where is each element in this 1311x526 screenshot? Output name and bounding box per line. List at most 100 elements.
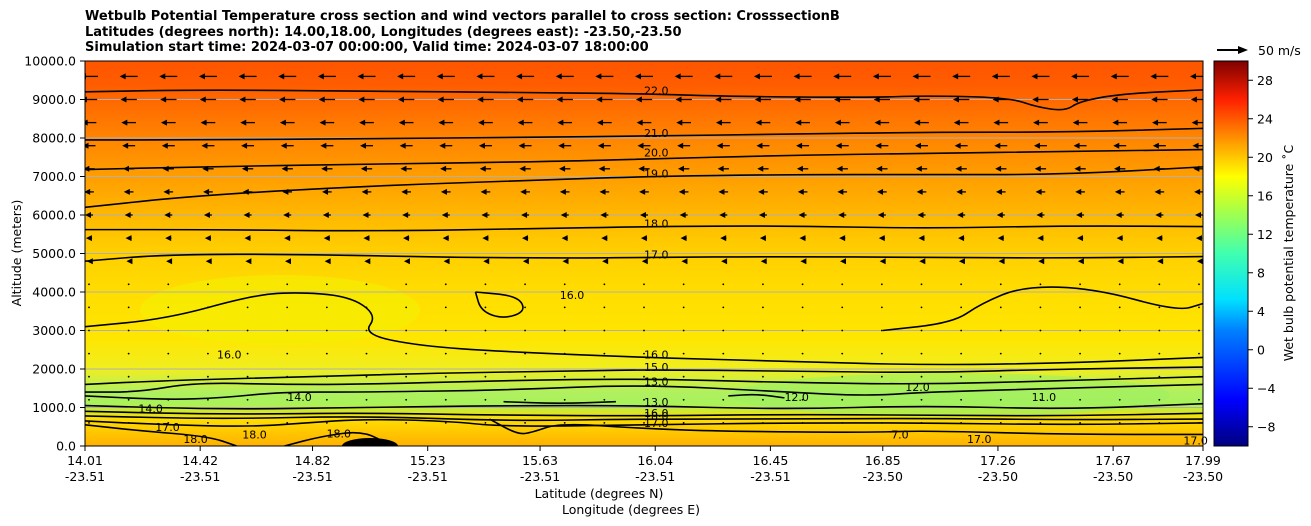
wind-vector-dot (246, 422, 249, 424)
wind-vector-head (958, 235, 965, 242)
wind-vector-head (1190, 96, 1197, 103)
contour-label: 16.0 (644, 407, 669, 420)
x-tick-label-lon: -23.51 (408, 469, 448, 484)
wind-vector-dot (643, 398, 645, 401)
wind-vector-dot (880, 375, 883, 378)
wind-vector-head (519, 165, 526, 172)
wind-vector-dot (1198, 306, 1200, 309)
wind-vector-dot (801, 306, 804, 309)
wind-vector-dot (286, 329, 289, 332)
colorbar-tick-label: 12 (1257, 227, 1273, 242)
wind-vector-head (279, 96, 286, 103)
wind-vector-head (478, 119, 485, 126)
wind-vector-dot (484, 283, 487, 286)
wind-vector-dot (246, 283, 249, 286)
wind-vector-head (241, 142, 248, 149)
wind-vector-dot (563, 422, 566, 424)
wind-vector-head (836, 165, 843, 172)
wind-vector-dot (682, 422, 685, 424)
wind-vector-dot (999, 375, 1002, 378)
wind-vector-head (239, 96, 246, 103)
y-tick-label: 10000.0 (24, 54, 76, 69)
wind-vector-head (1110, 73, 1117, 80)
wind-vector-dot (1198, 398, 1200, 401)
wind-vector-dot (880, 398, 883, 401)
wind-vector-dot (682, 306, 685, 309)
contour-line (85, 225, 1203, 232)
wind-vector-dot (325, 283, 328, 286)
wind-vector-dot (1079, 375, 1081, 378)
wind-vector-dot (127, 283, 130, 286)
wind-vector-dot (405, 283, 408, 286)
wind-vector-dot (643, 352, 645, 355)
wind-vector-head (476, 73, 483, 80)
wind-vector-head (602, 258, 609, 265)
wind-vector-head (795, 119, 802, 126)
wind-vector-head (1035, 188, 1042, 195)
wind-vector-head (639, 188, 646, 195)
wind-vector-head (677, 142, 684, 149)
wind-vector-head (360, 165, 367, 172)
colorbar-tick-label: −8 (1257, 419, 1275, 434)
wind-vector-head (437, 96, 444, 103)
wind-vector-head (516, 96, 523, 103)
wind-vector-head (916, 188, 923, 195)
wind-vector-dot (801, 352, 804, 355)
wind-vector-head (1192, 142, 1199, 149)
wind-vector-head (85, 212, 91, 218)
wind-vector-head (756, 142, 763, 149)
wind-vector-head (1151, 96, 1158, 103)
wind-vector-dot (960, 398, 963, 401)
wind-vector-dot (880, 306, 883, 309)
wind-vector-head (1114, 188, 1121, 195)
wind-vector-dot (643, 306, 645, 309)
wind-vector-head (599, 188, 606, 195)
wind-vector-dot (920, 306, 923, 309)
wind-vector-head (1072, 119, 1079, 126)
wind-vector-head (675, 96, 682, 103)
wind-vector-head (321, 165, 328, 172)
wind-vector-dot (801, 398, 804, 401)
wind-vector-head (1152, 119, 1159, 126)
wind-vector-dot (722, 306, 725, 309)
wind-vector-head (164, 212, 171, 218)
x-tick-label-lon: -23.50 (863, 469, 903, 484)
contour-line (85, 166, 1203, 209)
wind-vector-dot (1158, 398, 1161, 401)
wind-vector-dot (920, 352, 923, 355)
wind-vector-dot (1118, 375, 1121, 378)
wind-vector-dot (1118, 306, 1121, 309)
wind-vector-head (872, 73, 879, 80)
x-tick-label-lon: -23.51 (750, 469, 790, 484)
wind-vector-head (1031, 73, 1038, 80)
wind-vector-dot (524, 329, 526, 332)
wind-vector-head (126, 258, 133, 265)
wind-vector-head (561, 235, 568, 242)
contour-line (85, 424, 237, 446)
wind-vector-head (399, 142, 406, 149)
wind-vector-dot (643, 375, 645, 378)
contour-label: 14.0 (287, 391, 312, 404)
wind-vector-head (994, 142, 1001, 149)
wind-vector-head (319, 119, 326, 126)
y-tick-label: 9000.0 (32, 92, 76, 107)
wind-vector-dot (603, 352, 606, 355)
wind-vector-head (718, 188, 725, 195)
wind-vector-head (199, 96, 206, 103)
wind-vector-head (1150, 73, 1157, 80)
wind-vector-head (165, 235, 172, 242)
wind-vector-head (1113, 142, 1120, 149)
wind-vector-dot (127, 306, 130, 309)
wind-vector-head (873, 96, 880, 103)
wind-vector-dot (484, 329, 487, 332)
wind-vector-dot (880, 352, 883, 355)
wind-vector-dot (365, 283, 368, 286)
contour-line (489, 418, 1203, 436)
wind-vector-dot (286, 422, 289, 424)
wind-vector-head (322, 212, 329, 218)
wind-vector-dot (405, 306, 408, 309)
wind-vector-dot (960, 329, 963, 332)
wind-vector-head (1195, 235, 1202, 242)
wind-vector-dot (246, 329, 249, 332)
x-tick-label-lat: 14.82 (295, 453, 331, 468)
